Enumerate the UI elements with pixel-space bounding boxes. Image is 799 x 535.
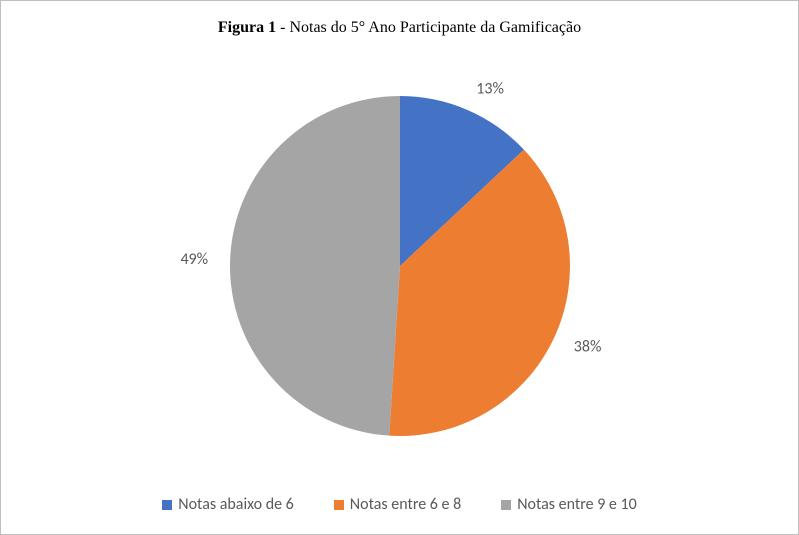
legend-item: Notas entre 9 e 10 xyxy=(501,495,637,514)
pie-slice-label: 38% xyxy=(573,338,601,357)
pie-chart: 13% 38% 49% xyxy=(150,61,650,461)
legend-label: Notas abaixo de 6 xyxy=(178,495,294,514)
legend-label: Notas entre 9 e 10 xyxy=(517,495,637,514)
pie-slice-label: 49% xyxy=(180,250,208,269)
pie-slice-label: 13% xyxy=(476,80,504,99)
legend-item: Notas entre 6 e 8 xyxy=(334,495,461,514)
chart-title-text: - Notas do 5° Ano Participante da Gamifi… xyxy=(276,19,581,36)
legend-swatch xyxy=(501,500,511,510)
legend-swatch xyxy=(334,500,344,510)
legend: Notas abaixo de 6 Notas entre 6 e 8 Nota… xyxy=(1,495,798,514)
chart-title: Figura 1 - Notas do 5° Ano Participante … xyxy=(1,1,798,37)
chart-container: Figura 1 - Notas do 5° Ano Participante … xyxy=(0,0,799,535)
legend-label: Notas entre 6 e 8 xyxy=(350,495,461,514)
legend-swatch xyxy=(162,500,172,510)
legend-item: Notas abaixo de 6 xyxy=(162,495,294,514)
chart-title-figure: Figura 1 xyxy=(218,19,276,36)
pie-slice xyxy=(229,96,399,436)
pie-area: 13% 38% 49% xyxy=(1,61,798,464)
